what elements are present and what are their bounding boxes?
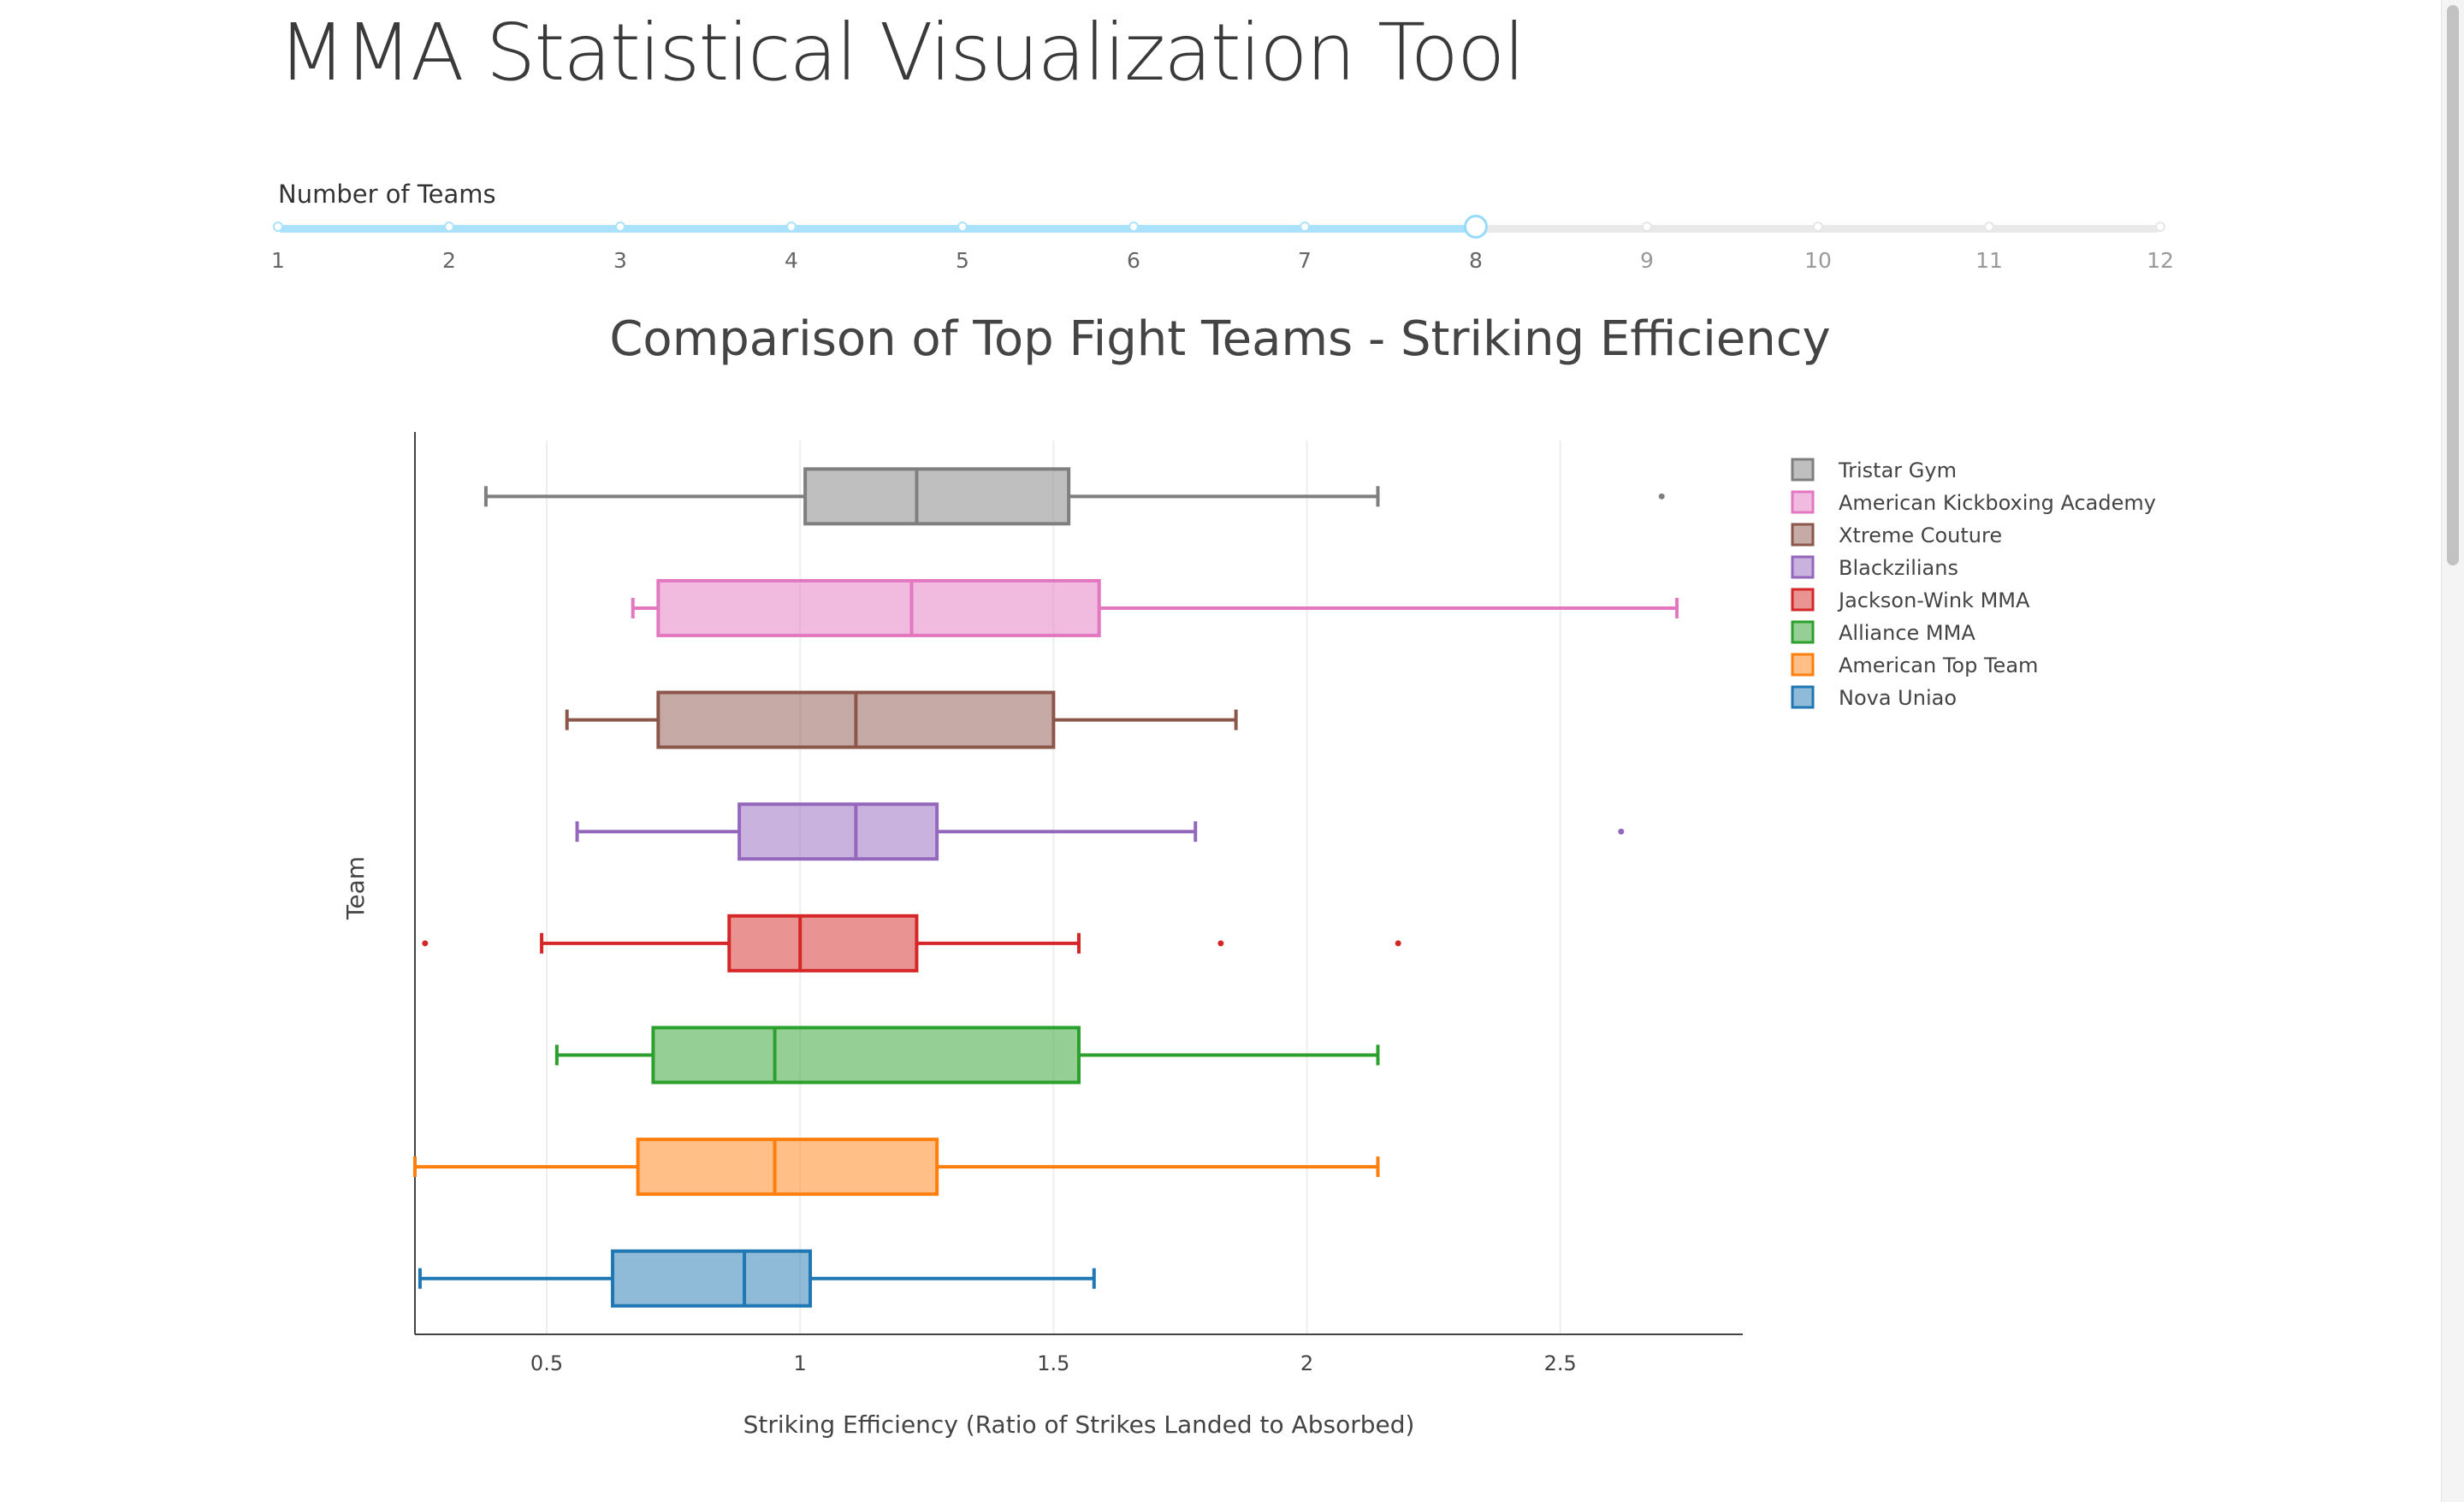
outlier-point — [1217, 940, 1224, 947]
slider-mark-label[interactable]: 3 — [613, 248, 627, 273]
x-tick-label: 2.5 — [1544, 1351, 1577, 1375]
slider-dot[interactable] — [2155, 222, 2165, 232]
number-of-teams-slider[interactable]: Number of Teams 1 2 3 4 5 6 7 8 9 10 11 12 — [0, 0, 2464, 291]
slider-dot[interactable] — [957, 222, 968, 232]
slider-mark-label[interactable]: 8 — [1469, 248, 1483, 273]
slider-dot[interactable] — [273, 222, 283, 232]
legend-label: American Top Team — [1839, 653, 2038, 677]
legend-label: American Kickboxing Academy — [1839, 491, 2156, 515]
legend-swatch — [1791, 685, 1815, 709]
slider-dot[interactable] — [444, 222, 454, 232]
box — [803, 467, 1071, 526]
slider-mark-label[interactable]: 10 — [1804, 248, 1832, 273]
slider-dot[interactable] — [1300, 222, 1310, 232]
slider-mark-label[interactable]: 1 — [271, 248, 285, 273]
x-axis-label: Striking Efficiency (Ratio of Strikes La… — [743, 1410, 1415, 1439]
slider-dot[interactable] — [615, 222, 625, 232]
legend-swatch — [1791, 588, 1815, 612]
slider-mark-label[interactable]: 2 — [442, 248, 456, 273]
slider-mark-label[interactable]: 11 — [1975, 248, 2003, 273]
outlier-point — [1618, 828, 1625, 835]
slider-mark-label[interactable]: 9 — [1640, 248, 1654, 273]
box — [727, 914, 919, 973]
slider-handle[interactable] — [1464, 215, 1488, 239]
box — [636, 1138, 939, 1197]
box — [651, 1026, 1081, 1085]
legend-label: Blackzilians — [1839, 556, 1958, 580]
legend-label: Tristar Gym — [1838, 458, 1957, 482]
slider-dot[interactable] — [1813, 222, 1823, 232]
slider-track-fill — [278, 225, 1476, 233]
x-tick-label: 0.5 — [530, 1351, 563, 1375]
legend-label: Xtreme Couture — [1839, 523, 2002, 547]
chart-title: Comparison of Top Fight Teams - Striking… — [609, 311, 1830, 367]
box — [737, 802, 939, 861]
outlier-point — [422, 940, 429, 947]
legend-label: Alliance MMA — [1839, 621, 1975, 645]
scrollbar-thumb[interactable] — [2447, 5, 2459, 565]
legend-swatch — [1791, 490, 1815, 514]
x-tick-label: 1 — [794, 1351, 807, 1375]
legend-label: Jackson-Wink MMA — [1837, 588, 2030, 612]
vertical-scrollbar[interactable] — [2441, 0, 2464, 1502]
slider-dot[interactable] — [1128, 222, 1139, 232]
x-tick-label: 1.5 — [1037, 1351, 1069, 1375]
box — [611, 1249, 813, 1308]
slider-mark-label[interactable]: 6 — [1127, 248, 1140, 273]
slider-dot[interactable] — [1984, 222, 1994, 232]
x-tick-label: 2 — [1300, 1351, 1313, 1375]
slider-mark-label[interactable]: 5 — [956, 248, 969, 273]
slider-dot[interactable] — [786, 222, 797, 232]
outlier-point — [1658, 493, 1665, 500]
legend-swatch — [1791, 620, 1815, 644]
box-plot-chart: Comparison of Top Fight Teams - Striking… — [341, 311, 2156, 1439]
page-title: MMA Statistical Visualization Tool — [278, 7, 1525, 98]
slider-mark-label[interactable]: 12 — [2147, 248, 2174, 273]
legend-swatch — [1791, 523, 1815, 547]
legend-label: Nova Uniao — [1839, 686, 1957, 710]
slider-label: Number of Teams — [278, 180, 496, 209]
legend-swatch — [1791, 653, 1815, 677]
y-axis-label: Team — [341, 856, 370, 920]
outlier-point — [1395, 940, 1401, 947]
slider-dot[interactable] — [1642, 222, 1652, 232]
legend-swatch — [1791, 458, 1815, 482]
legend-swatch — [1791, 555, 1815, 579]
slider-mark-label[interactable]: 7 — [1298, 248, 1312, 273]
box — [656, 578, 1101, 637]
slider-mark-label[interactable]: 4 — [785, 248, 798, 273]
